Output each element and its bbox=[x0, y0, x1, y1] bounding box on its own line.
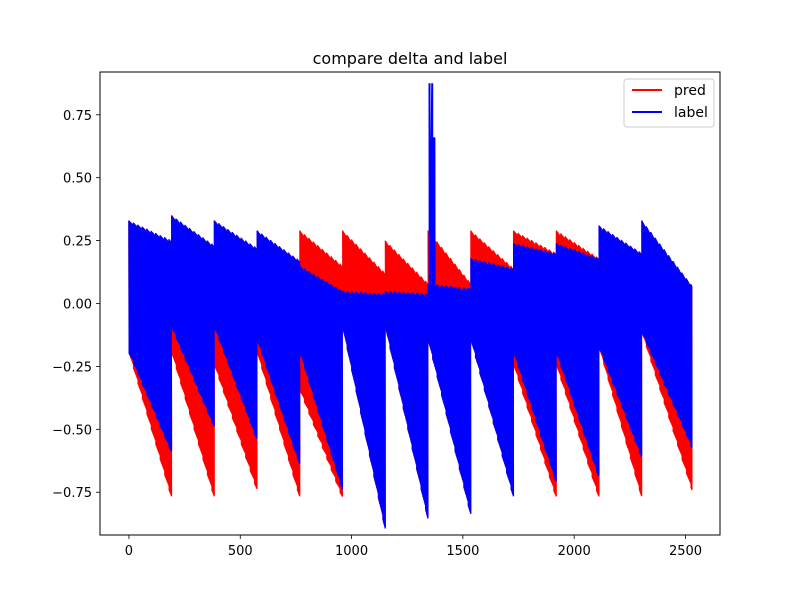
y-tick-label: −0.50 bbox=[52, 423, 92, 438]
y-tick-label: 0.00 bbox=[63, 298, 92, 313]
label-series bbox=[128, 83, 693, 529]
x-tick-label: 500 bbox=[228, 544, 253, 559]
legend-label-label: label bbox=[674, 105, 708, 121]
x-tick-label: 2000 bbox=[558, 544, 591, 559]
y-tick-label: −0.25 bbox=[52, 360, 92, 375]
label-line-segment-3 bbox=[256, 230, 301, 464]
y-tick-label: 0.75 bbox=[63, 109, 92, 124]
label-line-segment-4 bbox=[299, 265, 344, 489]
chart-title: compare delta and label bbox=[313, 49, 508, 68]
y-tick-label: −0.75 bbox=[52, 486, 92, 501]
label-line-segment-11 bbox=[598, 225, 643, 457]
label-line-segment-10 bbox=[555, 243, 600, 477]
label-line-segment-12 bbox=[641, 220, 693, 448]
label-line-segment-8 bbox=[470, 258, 515, 497]
label-line-segment-0 bbox=[128, 220, 173, 452]
label-line-segment-9 bbox=[512, 243, 557, 482]
plot-area bbox=[128, 83, 693, 529]
legend: pred label bbox=[623, 78, 715, 128]
x-tick-label: 1000 bbox=[335, 544, 368, 559]
y-tick-label: 0.25 bbox=[63, 235, 92, 250]
x-tick-label: 2500 bbox=[669, 544, 702, 559]
label-line-segment-5 bbox=[342, 290, 386, 529]
x-tick-label: 0 bbox=[125, 544, 133, 559]
label-spike bbox=[428, 83, 436, 317]
y-tick-label: 0.50 bbox=[63, 172, 92, 187]
label-line-segment-1 bbox=[171, 215, 215, 427]
y-axis: −0.75 −0.50 −0.25 0.00 0.25 0.50 0.75 bbox=[52, 109, 100, 501]
legend-pred-label: pred bbox=[674, 83, 706, 99]
x-tick-label: 1500 bbox=[446, 544, 479, 559]
label-line-segment-2 bbox=[213, 220, 258, 439]
x-axis: 0 500 1000 1500 2000 2500 bbox=[125, 535, 702, 559]
label-line-segment-6 bbox=[384, 290, 429, 519]
